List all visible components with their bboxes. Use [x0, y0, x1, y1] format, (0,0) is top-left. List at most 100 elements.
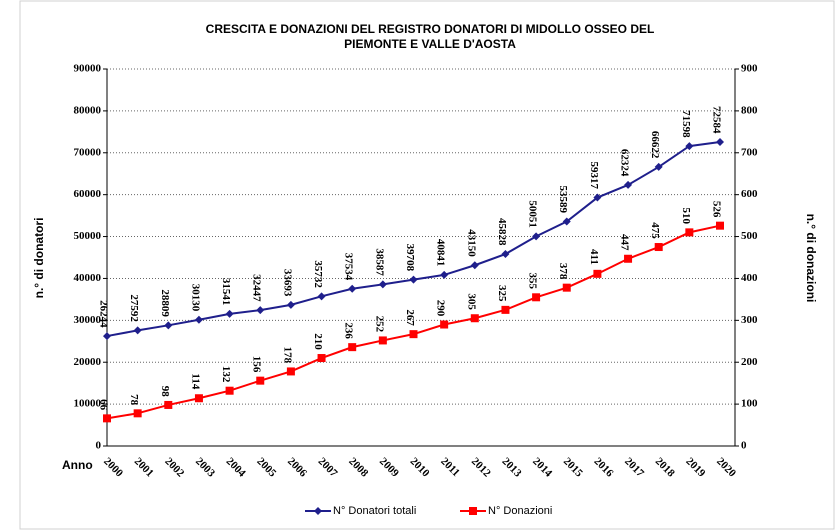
y2-tick-label: 800: [741, 104, 758, 116]
value-label: 355: [527, 272, 539, 289]
point: [532, 232, 541, 241]
x-tick-label: 2006: [285, 455, 309, 479]
value-label: 66622: [649, 131, 661, 159]
y2-tick-label: 100: [741, 398, 758, 410]
y-tick-label: 70000: [74, 146, 102, 158]
point: [685, 142, 694, 151]
point: [501, 305, 510, 314]
value-label: 28809: [159, 289, 171, 317]
point: [133, 326, 142, 335]
legend-marker: [314, 507, 322, 515]
value-label: 37534: [343, 253, 355, 281]
point: [256, 376, 265, 385]
x-tick-label: 2001: [132, 455, 156, 479]
value-label: 26244: [97, 300, 109, 328]
point: [624, 180, 633, 189]
value-label: 447: [619, 234, 631, 251]
y2-tick-label: 0: [741, 440, 747, 452]
value-label: 38587: [373, 248, 385, 276]
value-label: 66: [97, 399, 109, 411]
point: [562, 283, 571, 292]
point: [593, 269, 602, 278]
y2-tick-label: 500: [741, 230, 758, 242]
point: [562, 217, 571, 226]
chart-title: CRESCITA E DONAZIONI DEL REGISTRO DONATO…: [205, 22, 655, 51]
value-label: 39708: [404, 244, 416, 272]
chart-frame: [19, 0, 835, 530]
point: [164, 321, 173, 330]
point: [225, 386, 234, 395]
y-tick-label: 10000: [74, 398, 102, 410]
x-tick-label: 2019: [683, 455, 707, 479]
legend-marker: [469, 507, 477, 515]
point: [470, 314, 479, 323]
x-tick-label: 2005: [254, 455, 278, 479]
y2-tick-label: 400: [741, 272, 758, 284]
x-tick-label: 2012: [469, 455, 493, 479]
point: [501, 250, 510, 259]
value-label: 45828: [496, 218, 508, 246]
y-tick-label: 90000: [74, 63, 102, 75]
point: [440, 320, 449, 329]
point: [654, 162, 663, 171]
y-tick-label: 40000: [74, 272, 102, 284]
value-label: 305: [465, 293, 477, 310]
y2-tick-label: 600: [741, 188, 758, 200]
value-label: 50051: [527, 200, 539, 228]
point: [716, 137, 724, 146]
value-label: 35732: [312, 260, 324, 288]
value-label: 53589: [557, 186, 569, 214]
value-label: 325: [496, 285, 508, 302]
point: [317, 354, 326, 363]
y2-axis-label: n.° di donazioni: [804, 214, 818, 303]
point: [194, 394, 203, 403]
point: [685, 228, 694, 237]
x-tick-label: 2002: [162, 455, 186, 479]
value-label: 31541: [220, 278, 232, 306]
value-label: 178: [281, 347, 293, 364]
y2-tick-label: 900: [741, 63, 758, 75]
value-label: 30130: [189, 284, 201, 312]
x-tick-label: 2008: [346, 455, 370, 479]
point: [194, 315, 203, 324]
x-tick-label: 2009: [377, 455, 401, 479]
point: [378, 280, 387, 289]
value-label: 132: [220, 366, 232, 383]
value-label: 59317: [588, 162, 600, 190]
x-axis-label: Anno: [62, 458, 93, 472]
point: [225, 309, 234, 318]
point: [286, 300, 295, 309]
point: [103, 414, 111, 423]
value-label: 114: [189, 373, 201, 389]
x-tick-label: 2004: [224, 455, 248, 479]
point: [409, 330, 418, 339]
value-label: 62324: [619, 149, 631, 177]
value-label: 71598: [680, 110, 692, 138]
point: [440, 270, 449, 279]
value-label: 156: [251, 356, 263, 373]
point: [256, 306, 265, 315]
value-label: 43150: [465, 229, 477, 257]
x-tick-label: 2020: [714, 455, 738, 479]
value-label: 475: [649, 222, 661, 239]
x-tick-label: 2017: [622, 455, 646, 479]
point: [103, 332, 111, 341]
value-label: 72584: [710, 106, 722, 134]
point: [164, 400, 173, 409]
y2-tick-label: 300: [741, 314, 758, 326]
y-tick-label: 20000: [74, 356, 102, 368]
x-tick-label: 2010: [408, 455, 432, 479]
value-label: 27592: [128, 294, 140, 322]
point: [654, 243, 663, 252]
x-tick-label: 2014: [530, 455, 554, 479]
y2-tick-label: 700: [741, 146, 758, 158]
value-label: 236: [343, 322, 355, 339]
value-label: 252: [373, 316, 385, 333]
y-tick-label: 30000: [74, 314, 102, 326]
legend-label: N° Donazioni: [488, 505, 552, 517]
x-tick-label: 2016: [591, 455, 615, 479]
point: [716, 221, 724, 230]
value-label: 411: [588, 249, 600, 265]
x-tick-label: 2018: [653, 455, 677, 479]
